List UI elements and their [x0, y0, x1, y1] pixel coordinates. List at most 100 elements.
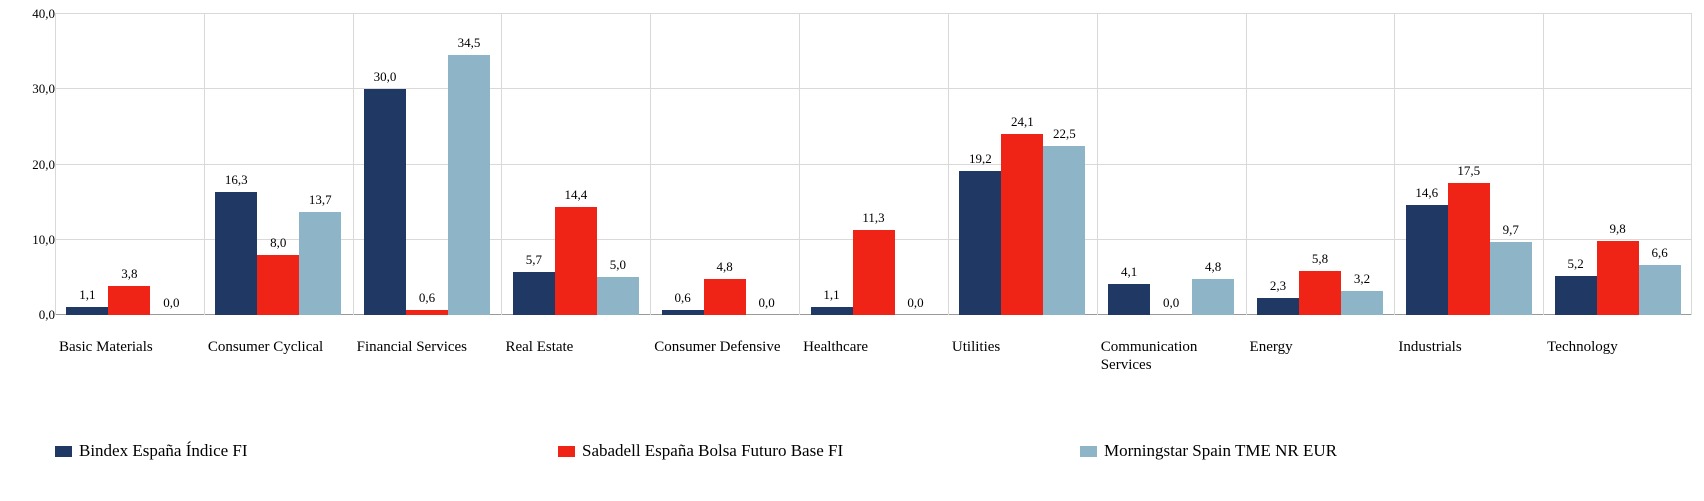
bar-value-label: 5,2 — [1567, 256, 1584, 271]
bar-value-label: 19,2 — [968, 151, 992, 166]
x-axis-label: Industrials — [1398, 339, 1462, 355]
bar — [1192, 279, 1235, 315]
bar-value-label: 1,1 — [79, 287, 96, 302]
bar-value-label: 4,8 — [716, 259, 733, 274]
bar — [1298, 271, 1341, 315]
gridline-vertical — [203, 14, 205, 315]
x-axis-labels: Basic Materials Consumer Cyclical Financia… — [55, 338, 1692, 388]
bar — [1554, 276, 1597, 315]
bar-value-label: 17,5 — [1457, 163, 1481, 178]
bar-value-label: 9,7 — [1502, 222, 1519, 237]
gridline-vertical — [947, 14, 949, 315]
bar — [703, 279, 746, 315]
bar-value-label: 8,0 — [270, 235, 287, 250]
legend-label: Sabadell España Bolsa Futuro Base FI — [582, 441, 844, 460]
legend-item: Morningstar Spain TME NR EUR — [1080, 441, 1337, 461]
bar — [1489, 242, 1532, 315]
bar-value-label: 9,8 — [1609, 221, 1626, 236]
x-axis-label: Utilities — [951, 339, 1001, 355]
bar-value-label: 4,1 — [1121, 264, 1138, 279]
gridline-vertical — [1543, 14, 1545, 315]
legend-swatch-icon — [558, 445, 575, 457]
x-axis-label: Communication Services — [1100, 339, 1198, 373]
gridline-vertical — [55, 14, 56, 315]
bar-value-label: 0,6 — [674, 290, 691, 305]
x-axis-label: Energy — [1249, 339, 1293, 355]
bar — [661, 310, 704, 315]
bar — [1256, 298, 1299, 315]
legend-swatch-icon — [55, 445, 72, 457]
bar-value-label: 14,6 — [1415, 185, 1439, 200]
bar — [299, 212, 342, 315]
legend-item: Sabadell España Bolsa Futuro Base FI — [558, 441, 843, 461]
gridline-vertical — [1691, 14, 1692, 315]
x-axis-label: Consumer Defensive — [654, 339, 781, 355]
legend-label: Bindex España Índice FI — [79, 441, 248, 460]
y-tick-label: 0,0 — [38, 307, 55, 322]
bar-value-label: 16,3 — [224, 172, 248, 187]
bar-value-label: 5,0 — [609, 257, 626, 272]
bar — [257, 255, 300, 315]
bar-value-label: 0,6 — [418, 290, 436, 305]
bar-value-label: 22,5 — [1052, 126, 1076, 141]
bar-value-label: 11,3 — [862, 210, 885, 225]
bar-value-label: 34,5 — [457, 35, 481, 50]
bar-value-label: 3,8 — [121, 266, 138, 281]
gridline-vertical — [1245, 14, 1247, 315]
bar-value-label: 24,1 — [1010, 114, 1034, 129]
bar-value-label: 5,7 — [525, 252, 542, 267]
bar-value-label: 13,7 — [308, 192, 332, 207]
bar — [810, 307, 853, 315]
bar-value-label: 0,0 — [1163, 295, 1180, 310]
legend: Bindex España Índice FI Sabadell España B… — [0, 441, 1704, 471]
gridline — [55, 13, 1692, 14]
bar — [406, 310, 449, 315]
gridline-vertical — [650, 14, 652, 315]
bar-value-label: 14,4 — [564, 187, 588, 202]
bar — [1043, 146, 1086, 315]
y-tick-label: 20,0 — [32, 156, 55, 172]
legend-item: Bindex España Índice FI — [55, 441, 248, 461]
gridline-vertical — [501, 14, 503, 315]
bar — [108, 286, 151, 315]
plot-area: 0,0 10,0 20,0 30,0 40,0 1,1 3,8 0,0 16,3 8,0 13,7 3… — [32, 7, 1692, 321]
gridline — [55, 163, 1692, 165]
bar-value-label: 4,8 — [1205, 259, 1222, 274]
bar — [1001, 134, 1044, 315]
bar-value-label: 6,6 — [1651, 245, 1668, 260]
bar — [66, 307, 109, 315]
y-tick-label: 30,0 — [32, 81, 55, 97]
bar — [1596, 241, 1639, 315]
bar — [364, 89, 407, 315]
bar-value-label: 1,1 — [823, 287, 840, 302]
x-axis-label: Consumer Cyclical — [207, 339, 324, 355]
bar-value-label: 5,8 — [1311, 251, 1329, 266]
bar — [852, 230, 895, 315]
bar — [1638, 265, 1681, 315]
x-axis-label: Healthcare — [803, 339, 869, 355]
y-tick-label: 40,0 — [32, 6, 55, 21]
bar — [554, 207, 597, 315]
legend-label: Morningstar Spain TME NR EUR — [1104, 441, 1337, 460]
bar-value-label: 30,0 — [373, 69, 397, 84]
gridline-vertical — [352, 14, 354, 315]
bar-value-label: 3,2 — [1353, 271, 1371, 286]
x-axis-label: Technology — [1547, 339, 1618, 355]
bar-value-label: 0,0 — [758, 295, 775, 310]
bar — [596, 277, 639, 315]
bar — [1340, 291, 1383, 315]
bar-value-label: 2,3 — [1269, 278, 1287, 293]
bar — [959, 171, 1002, 315]
bar-value-label: 0,0 — [907, 295, 924, 310]
gridline-vertical — [799, 14, 801, 315]
bar — [215, 192, 258, 315]
bar — [1447, 183, 1490, 315]
y-tick-label: 10,0 — [32, 231, 55, 247]
bar — [512, 272, 555, 315]
gridline-vertical — [1096, 14, 1098, 315]
x-axis-label: Financial Services — [356, 339, 468, 355]
gridline-vertical — [1394, 14, 1396, 315]
x-axis-label: Basic Materials — [59, 339, 153, 355]
bar — [1108, 284, 1151, 315]
